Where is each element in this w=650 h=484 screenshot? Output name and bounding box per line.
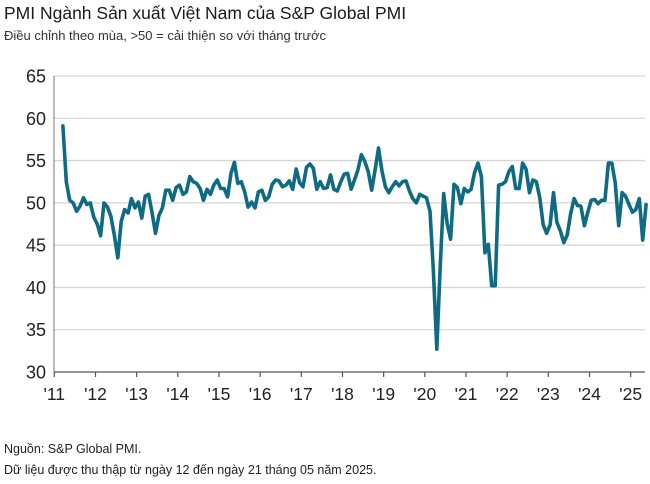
x-tick-label: '11: [44, 384, 66, 404]
x-tick-label: '20: [413, 384, 436, 404]
chart-subtitle: Điều chỉnh theo mùa, >50 = cải thiện so …: [4, 28, 327, 43]
x-tick-label: '15: [208, 384, 231, 404]
x-tick-label: '22: [496, 384, 519, 404]
data-collection-note: Dữ liệu được thu thập từ ngày 12 đến ngà…: [4, 463, 377, 477]
x-tick-label: '13: [125, 384, 148, 404]
y-tick-label: 50: [26, 193, 46, 213]
y-tick-label: 60: [26, 109, 46, 129]
x-tick-label: '17: [290, 384, 313, 404]
x-tick-label: '18: [331, 384, 354, 404]
x-tick-label: '14: [166, 384, 189, 404]
x-tick-label: '25: [619, 384, 642, 404]
y-tick-label: 30: [26, 363, 46, 383]
x-tick-label: '16: [249, 384, 272, 404]
x-tick-label: '23: [537, 384, 560, 404]
pmi-series-line: [61, 124, 648, 352]
y-tick-label: 55: [26, 151, 46, 171]
x-tick-label: '19: [372, 384, 395, 404]
x-tick-label: '24: [578, 384, 601, 404]
source-note: Nguồn: S&P Global PMI.: [4, 442, 142, 456]
pmi-line-chart: 65 60 55 50 45 40 35 30'11 '12 '13 '14 '15 '16 '17 '18…: [26, 67, 648, 404]
y-tick-label: 40: [26, 278, 46, 298]
y-tick-label: 35: [26, 320, 46, 340]
x-tick-label: '21: [455, 384, 478, 404]
x-tick-label: '12: [84, 384, 107, 404]
chart-title: PMI Ngành Sản xuất Việt Nam của S&P Glob…: [4, 3, 407, 23]
y-tick-label: 45: [26, 236, 46, 256]
y-tick-label: 65: [26, 67, 46, 87]
